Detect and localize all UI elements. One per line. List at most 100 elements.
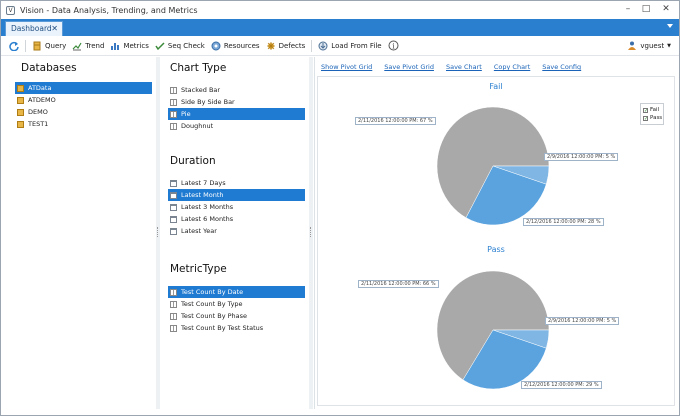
metric-type-item[interactable]: Test Count By Type: [168, 298, 305, 310]
copy-chart-link[interactable]: Copy Chart: [493, 63, 531, 71]
resources-label: Resources: [223, 41, 260, 50]
load-file-icon: [318, 41, 328, 50]
pie-slice[interactable]: [462, 329, 547, 390]
pie-slice[interactable]: [436, 106, 550, 219]
fail-label-a: 2/11/2016 12:00:00 PM: 67 %: [355, 117, 436, 125]
database-item-label: ATData: [28, 84, 52, 92]
query-icon: [33, 41, 41, 50]
chart-panel: Show Pivot Grid Save Pivot Grid Save Cha…: [314, 57, 678, 409]
metric-type-item-label: Test Count By Date: [181, 288, 244, 296]
save-config-link[interactable]: Save Config: [542, 63, 582, 71]
duration-icon: [170, 215, 177, 223]
chart-type-item[interactable]: Doughnut: [168, 120, 305, 132]
duration-item[interactable]: Latest 6 Months: [168, 213, 305, 225]
metric-type-item[interactable]: Test Count By Phase: [168, 310, 305, 322]
chart-type-item[interactable]: Side By Side Bar: [168, 96, 305, 108]
minimize-icon[interactable]: –: [625, 4, 631, 14]
tab-dashboard[interactable]: Dashboard ✕: [5, 21, 63, 36]
duration-item-label: Latest 3 Months: [181, 203, 234, 211]
chart-type-icon: [170, 98, 177, 106]
chart-type-item[interactable]: Stacked Bar: [168, 84, 305, 96]
database-icon: [17, 84, 24, 92]
duration-icon: [170, 191, 177, 199]
database-item[interactable]: DEMO: [15, 106, 152, 118]
save-pivot-grid-link[interactable]: Save Pivot Grid: [384, 63, 434, 71]
duration-item[interactable]: Latest Month: [168, 189, 305, 201]
fail-pie-chart: [436, 106, 550, 226]
splitter-right[interactable]: [309, 57, 313, 409]
duration-list: Latest 7 Days Latest Month Latest 3 Months…: [168, 177, 305, 237]
svg-text:i: i: [392, 43, 395, 51]
chart-links: Show Pivot Grid Save Pivot Grid Save Cha…: [321, 63, 581, 71]
database-item[interactable]: TEST1: [15, 118, 152, 130]
title-bar: V Vision - Data Analysis, Trending, and …: [1, 1, 679, 19]
duration-item-label: Latest Year: [181, 227, 217, 235]
database-item[interactable]: ATDEMO: [15, 94, 152, 106]
checkbox-icon: ✓: [643, 115, 649, 122]
maximize-icon[interactable]: □: [641, 4, 651, 14]
databases-title: Databases: [21, 62, 77, 74]
app-icon: V: [6, 5, 15, 15]
duration-item[interactable]: Latest 7 Days: [168, 177, 305, 189]
trend-button[interactable]: Trend: [69, 38, 107, 54]
database-item-label: ATDEMO: [28, 96, 56, 104]
chart-title-pass: Pass: [487, 245, 505, 254]
metrics-button[interactable]: Metrics: [107, 38, 151, 54]
duration-icon: [170, 203, 177, 211]
defects-button[interactable]: Defects: [263, 38, 309, 54]
tab-close-icon[interactable]: ✕: [51, 24, 58, 33]
metric-type-icon: [170, 300, 177, 308]
show-pivot-grid-link[interactable]: Show Pivot Grid: [321, 63, 373, 71]
chart-type-icon: [170, 122, 177, 130]
pass-pie-chart: [436, 270, 550, 390]
document-tab-strip: Dashboard ✕: [1, 19, 679, 36]
refresh-button[interactable]: [1, 38, 22, 54]
pie-slice[interactable]: [436, 270, 550, 381]
splitter-grip: [157, 227, 159, 237]
metric-type-icon: [170, 324, 177, 332]
chart-type-item[interactable]: Pie: [168, 108, 305, 120]
splitter-left[interactable]: [156, 57, 160, 409]
info-button[interactable]: i: [385, 38, 402, 54]
metric-type-item[interactable]: Test Count By Test Status: [168, 322, 305, 334]
query-button[interactable]: Query: [29, 38, 69, 54]
toolbar: Query Trend Metrics Seq Check Resources …: [1, 36, 679, 56]
close-icon[interactable]: ✕: [662, 4, 670, 14]
metric-type-item[interactable]: Test Count By Date: [168, 286, 305, 298]
legend-item-pass[interactable]: ✓ Pass: [643, 114, 663, 122]
metric-type-list: Test Count By Date Test Count By Type Test…: [168, 286, 305, 334]
window-title: Vision - Data Analysis, Trending, and Me…: [20, 5, 198, 15]
metric-type-item-label: Test Count By Test Status: [181, 324, 264, 332]
duration-item[interactable]: Latest 3 Months: [168, 201, 305, 213]
tab-list-dropdown-icon[interactable]: [667, 24, 673, 28]
databases-list: ATData ATDEMO DEMO TEST1: [15, 82, 152, 130]
user-menu[interactable]: vguest ▼: [628, 41, 671, 50]
toolbar-separator: [311, 39, 313, 52]
fail-label-c: 2/12/2016 12:00:00 PM: 28 %: [523, 218, 604, 226]
legend-label: Fail: [650, 107, 660, 113]
splitter-grip: [310, 227, 312, 237]
query-label: Query: [45, 41, 67, 50]
pass-label-b: 2/9/2016 12:00:00 PM: 5 %: [545, 317, 620, 325]
database-item[interactable]: ATData: [15, 82, 152, 94]
duration-title: Duration: [170, 155, 216, 167]
legend-label: Pass: [650, 115, 663, 121]
pie-slice[interactable]: [465, 165, 547, 226]
database-icon: [17, 96, 24, 104]
load-from-file-button[interactable]: Load From File: [315, 38, 384, 54]
duration-item-label: Latest 6 Months: [181, 215, 234, 223]
database-icon: [17, 108, 24, 116]
databases-panel: Databases ATData ATDEMO DEMO TEST1: [9, 57, 155, 409]
save-chart-link[interactable]: Save Chart: [445, 63, 482, 71]
chart-type-item-label: Side By Side Bar: [181, 98, 235, 106]
seq-check-button[interactable]: Seq Check: [152, 38, 208, 54]
metric-type-icon: [170, 288, 177, 296]
trend-label: Trend: [85, 41, 105, 50]
resources-button[interactable]: Resources: [208, 38, 263, 54]
chart-type-item-label: Pie: [181, 110, 191, 118]
duration-item[interactable]: Latest Year: [168, 225, 305, 237]
legend-item-fail[interactable]: ✓ Fail: [643, 106, 661, 114]
seq-check-label: Seq Check: [167, 41, 205, 50]
seq-check-icon: [155, 41, 165, 50]
chart-legend: ✓ Fail ✓ Pass: [640, 103, 664, 125]
